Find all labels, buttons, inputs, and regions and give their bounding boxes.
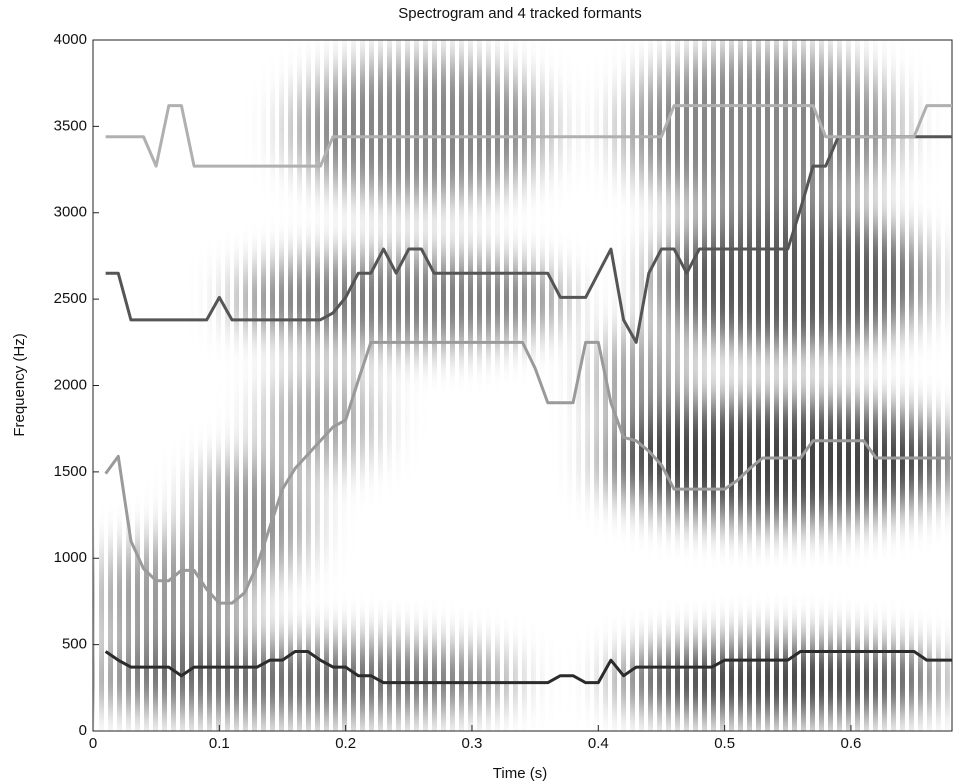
y-axis-label: Frequency (Hz) bbox=[11, 333, 28, 436]
chart-title: Spectrogram and 4 tracked formants bbox=[398, 5, 641, 22]
y-tick-label: 500 bbox=[62, 636, 87, 653]
y-tick-label: 4000 bbox=[54, 31, 87, 48]
y-tick-label: 2500 bbox=[54, 290, 87, 307]
y-tick-label: 1500 bbox=[54, 463, 87, 480]
x-tick-label: 0.3 bbox=[462, 735, 483, 752]
y-tick-label: 0 bbox=[79, 722, 87, 739]
y-tick-label: 3000 bbox=[54, 204, 87, 221]
formant-line bbox=[104, 650, 952, 685]
x-tick-label: 0.4 bbox=[588, 735, 609, 752]
x-tick-label: 0.1 bbox=[209, 735, 230, 752]
formant-line bbox=[105, 104, 952, 168]
y-tick-label: 3500 bbox=[54, 117, 87, 134]
x-tick-label: 0.5 bbox=[714, 735, 735, 752]
y-tick-label: 2000 bbox=[54, 376, 87, 393]
x-axis-label: Time (s) bbox=[493, 765, 547, 782]
formant-line bbox=[105, 135, 952, 344]
x-tick-label: 0.6 bbox=[841, 735, 862, 752]
y-tick-label: 1000 bbox=[54, 549, 87, 566]
x-tick-label: 0.2 bbox=[335, 735, 356, 752]
spectrogram bbox=[93, 40, 952, 731]
formant-line bbox=[104, 340, 952, 605]
x-tick-label: 0 bbox=[89, 735, 97, 752]
